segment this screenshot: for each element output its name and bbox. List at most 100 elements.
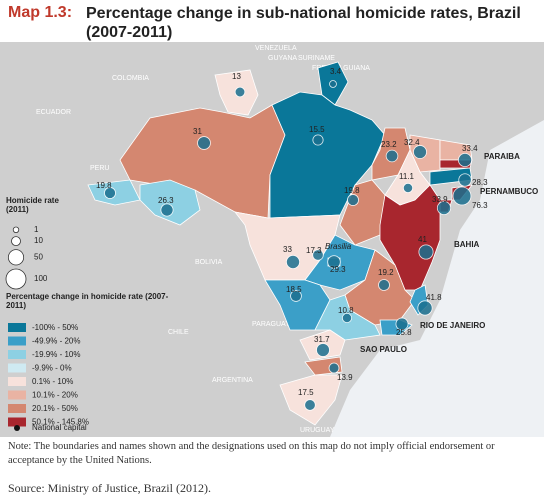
homicide-value: 32.4: [404, 138, 420, 147]
color-legend-label: 10.1% - 20%: [32, 391, 78, 400]
color-legend-label: -19.9% - 10%: [32, 350, 80, 359]
place-label: BAHIA: [454, 240, 480, 249]
country-label: GUYANA: [268, 55, 297, 62]
homicide-circle: [197, 136, 211, 150]
homicide-circle: [104, 187, 116, 199]
homicide-circle: [316, 343, 330, 357]
size-legend-circle: [12, 226, 20, 233]
homicide-value: 17.5: [298, 388, 314, 397]
place-label: Brasilia: [325, 242, 352, 251]
homicide-value: 28.3: [472, 178, 488, 187]
homicide-value: 19.8: [344, 186, 360, 195]
place-label: SAO PAULO: [360, 345, 407, 354]
homicide-value: 10.8: [338, 306, 354, 315]
title: Percentage change in sub-national homici…: [86, 5, 521, 41]
color-swatch: [8, 363, 26, 373]
homicide-value: 29.3: [330, 265, 346, 274]
homicide-value: 19.2: [378, 268, 394, 277]
homicide-value: 33: [283, 245, 292, 254]
homicide-circle: [328, 362, 340, 374]
color-legend-label: 50.1% - 145.8%: [32, 418, 89, 427]
homicide-circle: [457, 152, 473, 168]
homicide-value: 23.2: [381, 140, 397, 149]
size-legend-label: 50: [34, 252, 43, 261]
state-region: [139, 179, 201, 226]
color-legend-label: -9.9% - 0%: [32, 364, 72, 373]
size-legend-title: Homicide rate (2011): [6, 196, 59, 214]
homicide-circle: [458, 173, 472, 187]
place-label: PARAIBA: [484, 152, 520, 161]
homicide-circle: [402, 182, 414, 194]
homicide-circle: [234, 86, 246, 98]
homicide-circle: [378, 279, 390, 291]
place-labels: PARAIBA PERNAMBUCO BAHIA RIO DE JANEIRO …: [325, 152, 538, 354]
homicide-value: 17.3: [306, 246, 322, 255]
color-swatch: [8, 323, 26, 332]
homicide-circle: [312, 249, 324, 261]
homicide-marks: 13 3.4 31 15.5 23.2 32.4 33.4 28.3 11.1 19.8 26.3 3…: [96, 67, 488, 411]
homicide-circle: [418, 244, 434, 260]
homicide-value: 41: [418, 235, 427, 244]
homicide-circle: [160, 203, 174, 217]
homicide-circle: [436, 200, 452, 216]
homicide-value: 26.3: [158, 196, 174, 205]
country-label: SURINAME: [298, 55, 335, 62]
homicide-circle: [395, 317, 409, 331]
country-label: ARGENTINA: [212, 377, 253, 384]
color-legend-label: -49.9% - 20%: [32, 337, 80, 346]
homicide-circle: [347, 194, 359, 206]
homicide-circle: [290, 290, 302, 302]
homicide-circle: [413, 145, 427, 159]
capital-symbol: [14, 425, 20, 431]
place-label: PERNAMBUCO: [480, 187, 538, 196]
size-legend-label: 100: [34, 274, 48, 283]
color-legend-label: 0.1% - 10%: [32, 377, 73, 386]
size-legend-circle: [7, 249, 25, 266]
country-label: CHILE: [168, 329, 189, 336]
homicide-circle: [312, 134, 324, 146]
size-legend-circle: [11, 236, 21, 247]
homicide-circle: [341, 312, 353, 324]
color-swatch: [8, 377, 26, 386]
color-swatch: [8, 404, 26, 413]
homicide-value: 18.5: [286, 285, 302, 294]
color-swatch: [8, 390, 26, 400]
homicide-value: 19.8: [96, 181, 112, 190]
color-legend-label: 20.1% - 50%: [32, 404, 78, 413]
country-label: VENEZUELA: [255, 45, 297, 52]
size-legend-label: 1: [34, 225, 39, 234]
state-region: [379, 184, 441, 291]
homicide-value: 13: [232, 72, 241, 81]
country-label: URUGUAY: [300, 427, 335, 434]
color-legend-title: Percentage change in homicide rate (2007…: [6, 292, 169, 310]
country-label: ECUADOR: [36, 109, 71, 116]
homicide-circle: [329, 80, 337, 88]
country-label: PARAGUAY: [252, 321, 290, 328]
homicide-circle: [385, 149, 399, 163]
homicide-value: 33.9: [432, 195, 448, 204]
state-region: [269, 91, 386, 219]
homicide-circle: [327, 255, 341, 269]
homicide-value: 13.9: [337, 373, 353, 382]
homicide-circle: [286, 255, 300, 269]
size-legend-circle: [5, 268, 27, 290]
homicide-value: 3.4: [330, 67, 342, 76]
map: VENEZUELA COLOMBIA GUYANA SURINAME FRENC…: [0, 42, 544, 437]
color-swatch: [8, 336, 26, 346]
note: Note: The boundaries and names shown and…: [8, 441, 495, 466]
homicide-circle: [417, 300, 433, 316]
homicide-value: 76.3: [472, 201, 488, 210]
homicide-value: 33.4: [462, 144, 478, 153]
capital-label: National capital: [32, 423, 87, 432]
source: Source: Ministry of Justice, Brazil (201…: [8, 481, 211, 495]
title-prefix: Map 1.3:: [8, 4, 73, 21]
legend: 1 10 50 100 -100% - 50% -49.9% - 20% -19.9% - …: [5, 225, 89, 432]
country-label: COLOMBIA: [112, 75, 149, 82]
homicide-value: 31: [193, 127, 202, 136]
homicide-value: 41.8: [426, 293, 442, 302]
homicide-value: 11.1: [399, 172, 415, 181]
place-label: RIO DE JANEIRO: [420, 321, 485, 330]
color-swatch: [8, 350, 26, 359]
country-label: PERU: [90, 165, 109, 172]
